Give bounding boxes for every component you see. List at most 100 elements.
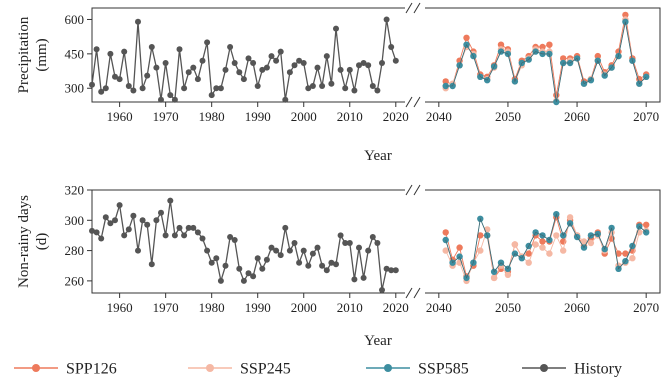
data-point [116, 76, 123, 83]
legend-item-ssp585: SSP585 [366, 361, 469, 378]
data-point [504, 271, 512, 278]
y-axis-label: Non-rainy days (d) [16, 195, 50, 288]
data-point [587, 239, 595, 247]
data-point [116, 202, 123, 209]
data-point [171, 96, 178, 103]
data-point [282, 96, 289, 103]
x-tick-label: 2020 [383, 109, 409, 124]
x-tick-label: 1990 [245, 109, 271, 124]
data-point [629, 255, 636, 262]
x-tick-label: 2040 [426, 109, 452, 124]
data-point [365, 62, 372, 69]
data-point [622, 250, 629, 257]
data-point [388, 44, 395, 50]
chart-legend: SPP126 SSP245 SSP585 History [14, 361, 622, 378]
data-point [615, 250, 622, 257]
data-point [236, 69, 243, 76]
data-point [176, 46, 183, 53]
data-point [93, 46, 100, 53]
data-point [167, 197, 174, 204]
data-point [148, 44, 155, 50]
data-point [379, 60, 385, 66]
data-point [356, 244, 362, 251]
data-point [328, 259, 335, 266]
data-point [259, 66, 266, 73]
data-point [539, 43, 546, 51]
data-point [121, 232, 128, 239]
data-point [254, 255, 261, 262]
trend-connector [445, 21, 647, 103]
data-point [351, 87, 358, 94]
data-point [263, 64, 270, 71]
data-point [369, 234, 376, 240]
data-point [369, 83, 376, 89]
data-point [477, 232, 484, 239]
data-point [477, 247, 484, 254]
data-point [135, 247, 141, 254]
data-point [286, 247, 293, 254]
data-point [337, 232, 344, 239]
y-tick-label: 450 [65, 46, 85, 61]
axis-break-mark [413, 287, 421, 299]
data-point [643, 221, 650, 228]
y-tick-label: 300 [65, 81, 85, 96]
x-tick-label: 2060 [564, 300, 590, 315]
data-point [121, 48, 128, 55]
x-axis-label: Year [364, 333, 392, 349]
axis-break-mark [405, 96, 413, 108]
y-tick-label: 280 [65, 243, 85, 258]
axis-frame [425, 7, 661, 103]
data-point [112, 73, 118, 80]
data-point [296, 57, 303, 64]
x-tick-label: 2000 [291, 109, 317, 124]
legend-label: SSP245 [240, 361, 291, 378]
x-tick-label: 1980 [199, 109, 225, 124]
data-point [222, 66, 229, 73]
data-point [300, 60, 307, 66]
data-point [107, 220, 114, 227]
data-point [580, 238, 588, 245]
data-point [277, 48, 284, 55]
x-tick-label: 2050 [495, 109, 521, 124]
data-point [277, 252, 284, 259]
legend-marker [32, 364, 40, 372]
data-point [144, 72, 151, 79]
data-point [442, 229, 449, 236]
data-point [194, 229, 201, 236]
legend-marker [206, 364, 214, 372]
data-point [125, 83, 132, 89]
x-tick-label: 1970 [153, 109, 179, 124]
data-point [263, 256, 270, 263]
data-point [98, 88, 105, 95]
data-point [291, 62, 298, 69]
series-ssp585 [442, 211, 650, 282]
data-point [130, 87, 137, 94]
data-point [181, 85, 188, 92]
left-panel-1: 1960 1970 1980 1990 2000 2010 2020 [89, 7, 409, 124]
data-point [176, 224, 183, 231]
data-point [199, 57, 206, 64]
y-tick-label: 300 [65, 213, 85, 228]
data-point [342, 240, 349, 246]
data-point [374, 240, 381, 246]
data-point [236, 265, 243, 272]
data-point [222, 262, 229, 269]
x-tick-label: 1990 [245, 300, 271, 315]
data-point [323, 53, 330, 60]
data-point [158, 96, 164, 103]
data-point [153, 64, 160, 71]
data-point [388, 267, 395, 274]
data-point [309, 83, 316, 89]
y-axis-label: Precipitation (mm) [16, 16, 50, 93]
data-point [268, 53, 275, 60]
x-axis-label: Year [364, 148, 392, 164]
data-point [245, 270, 252, 277]
data-point [273, 57, 280, 64]
data-point [158, 209, 164, 216]
data-point [566, 214, 574, 221]
trend-connector [445, 213, 647, 279]
data-point [208, 259, 215, 266]
data-point [208, 92, 215, 99]
data-point [93, 229, 100, 236]
data-point [442, 247, 449, 254]
